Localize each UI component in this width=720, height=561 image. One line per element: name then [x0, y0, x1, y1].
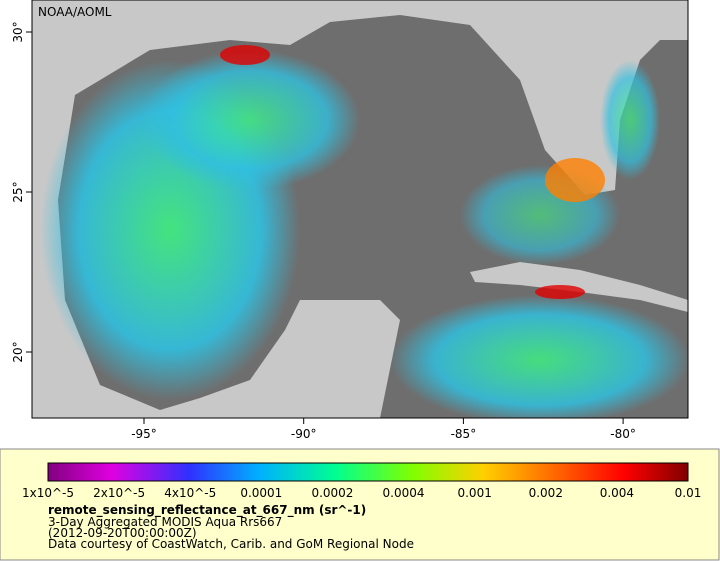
colorbar-label: 2x10^-5 — [93, 486, 145, 500]
axis-ticks: -95° -90° -85° -80° 30° 25° 20° — [11, 21, 636, 441]
watermark-bg — [32, 0, 128, 22]
colorbar-label: 0.0004 — [383, 486, 425, 500]
data-patch — [600, 60, 660, 180]
data-patch — [140, 50, 360, 190]
data-patch — [535, 285, 585, 299]
map-frame — [31, 0, 689, 419]
map — [32, 0, 688, 418]
cuba — [470, 262, 688, 312]
lat-tick-label: 25° — [11, 181, 25, 202]
data-patch — [545, 158, 605, 202]
data-patch — [390, 295, 688, 418]
data-patch — [220, 45, 270, 65]
colorbar-labels: 1x10^-5 2x10^-5 4x10^-5 0.0001 0.0002 0.0004 0… — [22, 486, 701, 500]
colorbar-label: 1x10^-5 — [22, 486, 74, 500]
legend-line: (2012-09-20T00:00:00Z) — [48, 526, 197, 540]
legend-line: 3-Day Aggregated MODIS Aqua Rrs667 — [48, 515, 282, 529]
lon-tick-label: -85° — [451, 427, 477, 441]
variable-name: remote_sensing_reflectance_at_667_nm (sr… — [48, 503, 366, 518]
watermark: NOAA/AOML — [38, 5, 112, 19]
colorbar-label: 4x10^-5 — [164, 486, 216, 500]
colorbar-label: 0.004 — [600, 486, 634, 500]
lon-tick-label: -95° — [131, 427, 157, 441]
colorbar — [47, 462, 689, 482]
colorbar-label: 0.01 — [675, 486, 702, 500]
lat-tick-label: 20° — [11, 341, 25, 362]
legend-line: Data courtesy of CoastWatch, Carib. and … — [48, 537, 414, 551]
lat-tick-label: 30° — [11, 21, 25, 42]
colorbar-label: 0.0002 — [311, 486, 353, 500]
colorbar-label: 0.0001 — [240, 486, 282, 500]
lon-tick-label: -80° — [610, 427, 636, 441]
colorbar-label: 0.002 — [529, 486, 563, 500]
lon-tick-label: -90° — [291, 427, 317, 441]
colorbar-label: 0.001 — [457, 486, 491, 500]
